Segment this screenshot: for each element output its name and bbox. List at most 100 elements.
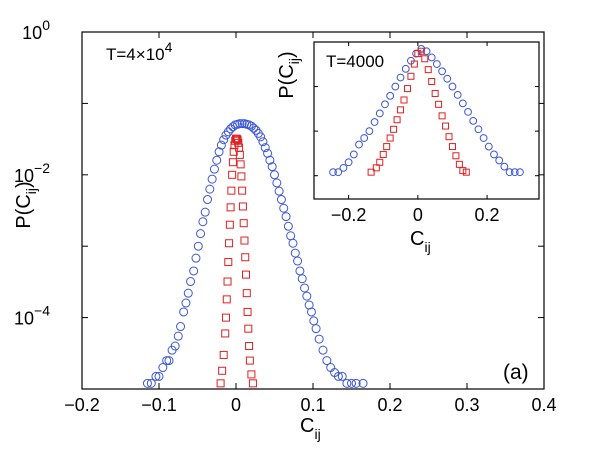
data-point-circle <box>186 277 196 287</box>
data-point-circle <box>500 162 509 171</box>
data-point-circle <box>339 163 348 172</box>
data-point-square <box>424 66 432 74</box>
data-point-circle <box>510 168 519 177</box>
data-point-circle <box>196 229 206 239</box>
data-point-circle <box>443 74 452 83</box>
data-point-square <box>225 239 234 248</box>
data-point-circle <box>200 207 210 217</box>
data-point-square <box>241 253 250 262</box>
data-point-square <box>428 77 436 85</box>
data-point-circle <box>179 307 189 317</box>
data-point-circle <box>203 195 213 205</box>
main-series-squares <box>216 134 257 388</box>
data-point-circle <box>479 134 488 142</box>
x-tick-label: −0.1 <box>141 395 177 415</box>
data-point-circle <box>276 195 286 205</box>
data-point-square <box>248 379 257 388</box>
data-point-circle <box>386 91 395 100</box>
data-point-circle <box>189 266 199 276</box>
data-point-circle <box>274 186 284 196</box>
data-point-circle <box>295 266 305 276</box>
data-point-square <box>386 134 394 142</box>
data-point-square <box>226 203 235 212</box>
data-point-square <box>216 379 225 388</box>
data-point-square <box>222 295 231 304</box>
data-point-circle <box>297 274 307 284</box>
data-point-square <box>225 220 234 229</box>
data-point-square <box>218 366 227 375</box>
data-point-square <box>452 152 460 160</box>
data-point-circle <box>432 60 441 68</box>
data-point-square <box>228 158 237 167</box>
inset-plot-frame <box>313 41 540 200</box>
x-tick-label: 0 <box>231 395 241 415</box>
data-point-circle <box>396 73 405 82</box>
data-point-circle <box>464 108 472 116</box>
data-point-circle <box>365 127 374 136</box>
data-point-circle <box>283 221 293 231</box>
data-point-circle <box>170 341 180 351</box>
data-point-square <box>247 370 256 379</box>
x-tick-label: 0.1 <box>300 395 325 415</box>
data-point-circle <box>453 91 462 99</box>
data-point-circle <box>244 120 254 130</box>
data-point-square <box>243 307 252 316</box>
inset-axes: −0.2 0 0.2 T=4000 Cij P(Cij) <box>276 41 540 255</box>
x-tick-label: 0.4 <box>531 395 556 415</box>
data-point-circle <box>342 378 352 388</box>
data-point-circle <box>288 238 298 248</box>
data-point-circle <box>347 378 356 388</box>
data-point-circle <box>281 212 291 222</box>
data-point-circle <box>309 316 319 326</box>
data-point-square <box>238 186 247 195</box>
data-point-circle <box>146 378 156 388</box>
data-point-square <box>223 277 232 286</box>
data-point-square <box>239 219 248 228</box>
data-point-circle <box>381 100 389 109</box>
data-point-circle <box>391 82 400 91</box>
data-point-circle <box>193 241 203 251</box>
data-point-circle <box>375 109 384 118</box>
data-point-circle <box>422 47 431 56</box>
main-axes: −0.2 −0.1 0 0.1 0.2 0.3 0.4 100 10−2 10−4 T=4×10… <box>13 17 557 442</box>
main-x-axis-label: Cij <box>300 415 321 442</box>
x-tick-label: 0 <box>413 205 423 225</box>
data-point-circle <box>458 99 467 108</box>
data-point-circle <box>256 132 266 142</box>
data-point-circle <box>258 137 268 147</box>
data-point-square <box>242 270 251 279</box>
x-tick-label: −0.2 <box>331 205 367 225</box>
data-point-square <box>234 138 243 147</box>
x-tick-label: 0.2 <box>475 205 500 225</box>
data-point-circle <box>349 150 358 159</box>
data-point-square <box>397 106 405 114</box>
data-point-circle <box>207 174 217 184</box>
x-tick-label: 0.2 <box>377 395 402 415</box>
data-point-circle <box>151 371 161 381</box>
data-point-circle <box>173 331 183 341</box>
inset-temperature-annotation: T=4000 <box>326 52 384 71</box>
data-point-circle <box>314 334 324 344</box>
data-point-circle <box>181 298 191 308</box>
data-point-circle <box>505 168 514 177</box>
data-point-circle <box>427 53 436 62</box>
data-point-circle <box>334 168 343 177</box>
inset-series-squares <box>367 47 470 176</box>
main-x-tick-labels: −0.2 −0.1 0 0.1 0.2 0.3 0.4 <box>64 395 556 415</box>
data-point-circle <box>360 134 369 142</box>
data-point-circle <box>474 125 483 134</box>
data-point-circle <box>286 231 296 241</box>
inset-x-axis-label: Cij <box>410 228 431 255</box>
data-point-circle <box>223 127 233 137</box>
data-point-square <box>390 125 398 133</box>
data-point-circle <box>438 67 446 76</box>
data-point-circle <box>219 135 229 145</box>
data-point-circle <box>235 119 245 129</box>
data-point-square <box>221 313 230 322</box>
data-point-circle <box>270 170 279 180</box>
data-point-circle <box>154 371 164 381</box>
data-point-square <box>442 122 450 130</box>
main-ticks <box>81 31 545 390</box>
data-point-square <box>438 112 446 120</box>
